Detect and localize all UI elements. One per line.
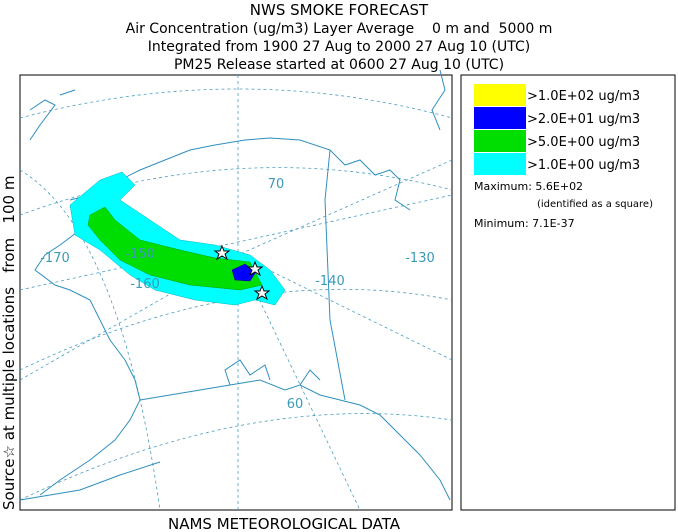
latitude-label: 70	[268, 177, 285, 192]
longitude-label: -150	[125, 247, 155, 262]
header: NWS SMOKE FORECAST Air Concentration (ug…	[126, 1, 553, 73]
legend-label: >5.0E+00 ug/m3	[527, 135, 640, 150]
legend-label: >1.0E+00 ug/m3	[527, 158, 640, 173]
legend-swatch	[474, 130, 526, 152]
smoke-plume	[69, 171, 286, 306]
longitude-label: -170	[40, 251, 70, 266]
longitude-label: -160	[130, 277, 160, 292]
title: NWS SMOKE FORECAST	[250, 1, 429, 19]
header-line: Air Concentration (ug/m3) Layer Average …	[126, 21, 553, 37]
map-labels: -170 -160 -150 -140 -130 70 60	[40, 177, 435, 412]
legend-label: >1.0E+02 ug/m3	[527, 89, 640, 104]
legend-items: >1.0E+02 ug/m3 >2.0E+01 ug/m3 >5.0E+00 ug/…	[474, 84, 640, 175]
longitude-label: -140	[315, 274, 345, 289]
header-line: PM25 Release started at 0600 27 Aug 10 (…	[174, 57, 504, 73]
footer: NAMS METEOROLOGICAL DATA	[168, 515, 401, 532]
longitude-label: -130	[405, 251, 435, 266]
header-line: Integrated from 1900 27 Aug to 2000 27 A…	[148, 39, 531, 55]
latitude-label: 60	[287, 397, 304, 412]
maximum: Maximum: 5.6E+02	[474, 180, 583, 193]
legend-label: >2.0E+01 ug/m3	[527, 112, 640, 127]
map: -170 -160 -150 -140 -130 70 60	[19, 69, 453, 511]
minimum: Minimum: 7.1E-37	[474, 217, 575, 230]
legend-swatch	[474, 107, 526, 129]
legend-swatch	[474, 84, 526, 106]
legend: >1.0E+02 ug/m3 >2.0E+01 ug/m3 >5.0E+00 ug/…	[460, 74, 676, 511]
maximum-note: (identified as a square)	[537, 199, 653, 210]
side-label: Source☆ at multiple locations from 100 m	[0, 176, 18, 510]
legend-swatch	[474, 153, 526, 175]
